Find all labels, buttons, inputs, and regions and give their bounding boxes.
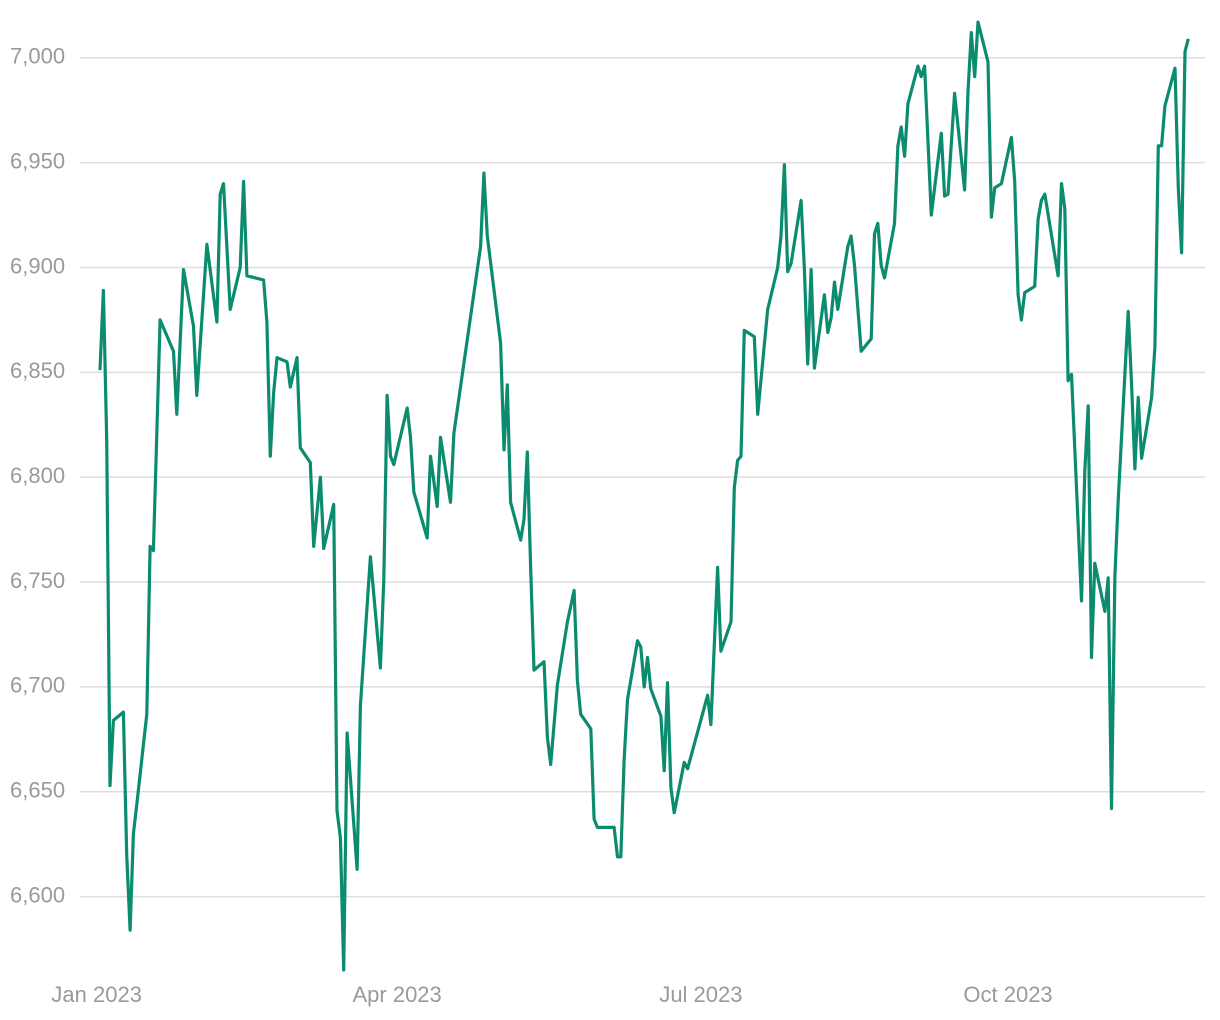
y-tick-label: 6,950 [10, 148, 65, 173]
y-tick-label: 6,900 [10, 253, 65, 278]
y-tick-label: 6,850 [10, 358, 65, 383]
x-tick-label: Apr 2023 [352, 982, 441, 1007]
y-tick-label: 6,650 [10, 778, 65, 803]
x-tick-label: Oct 2023 [963, 982, 1052, 1007]
y-tick-label: 6,800 [10, 463, 65, 488]
line [98, 20, 1190, 972]
y-tick-label: 6,600 [10, 882, 65, 907]
y-tick-label: 7,000 [10, 44, 65, 69]
x-tick-label: Jan 2023 [51, 982, 142, 1007]
y-tick-label: 6,750 [10, 568, 65, 593]
x-tick-label: Jul 2023 [659, 982, 742, 1007]
y-tick-label: 6,700 [10, 673, 65, 698]
